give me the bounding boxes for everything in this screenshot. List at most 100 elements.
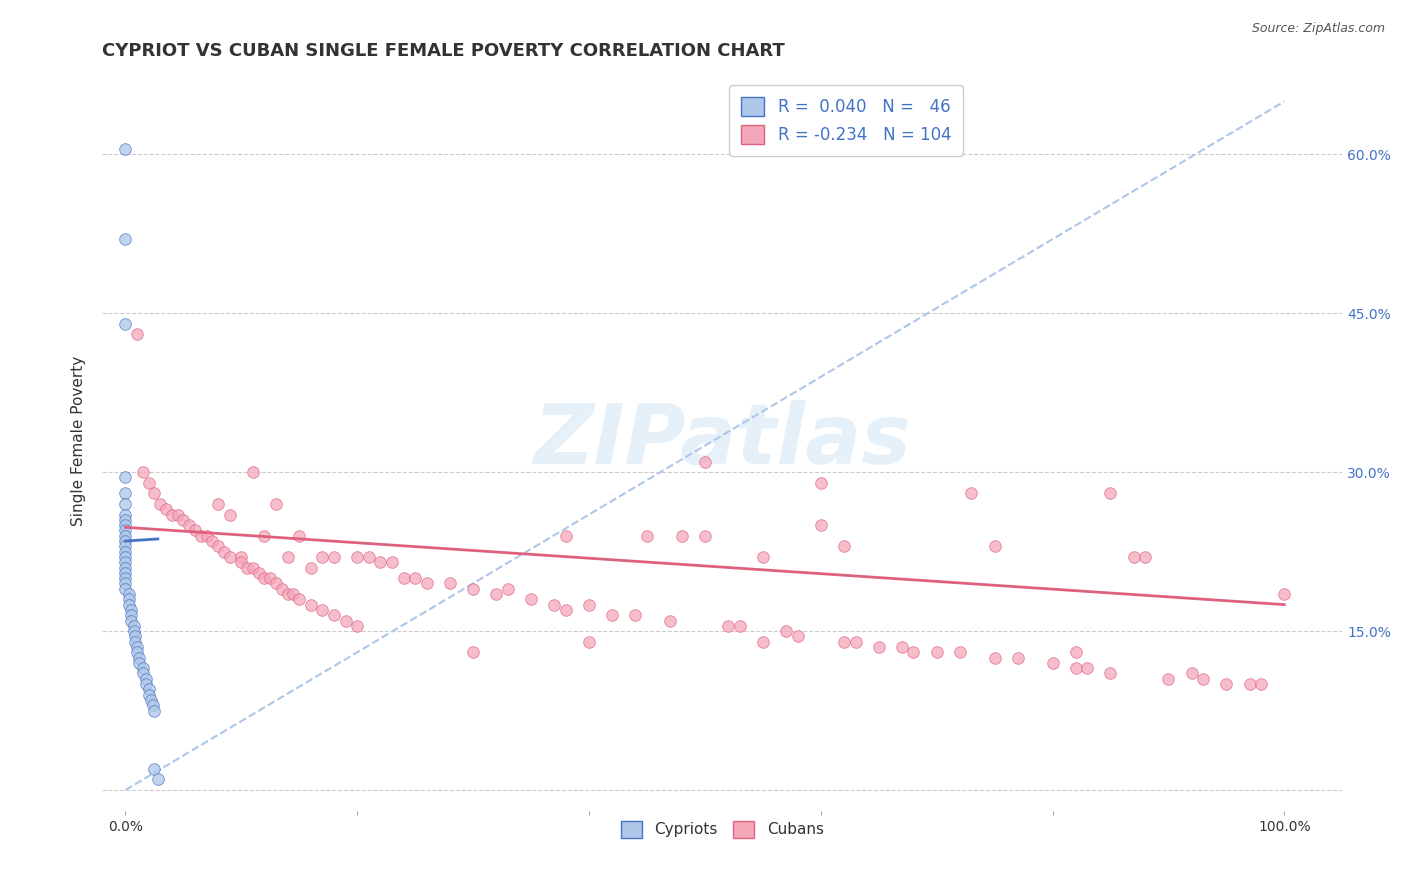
- Point: [184, 524, 207, 538]
- Point: [485, 587, 508, 601]
- Point: [242, 560, 264, 574]
- Point: [118, 592, 141, 607]
- Point: [125, 645, 148, 659]
- Legend: Cypriots, Cubans: Cypriots, Cubans: [614, 814, 830, 845]
- Point: [218, 508, 240, 522]
- Point: [132, 666, 155, 681]
- Point: [190, 529, 212, 543]
- Point: [461, 645, 484, 659]
- Point: [578, 598, 600, 612]
- Point: [554, 603, 576, 617]
- Point: [578, 634, 600, 648]
- Point: [172, 513, 194, 527]
- Point: [132, 661, 155, 675]
- Point: [114, 513, 136, 527]
- Point: [1076, 661, 1098, 675]
- Y-axis label: Single Female Poverty: Single Female Poverty: [72, 355, 86, 525]
- Point: [299, 598, 322, 612]
- Point: [138, 475, 160, 490]
- Point: [496, 582, 519, 596]
- Point: [166, 508, 188, 522]
- Point: [288, 529, 311, 543]
- Point: [752, 634, 775, 648]
- Point: [277, 587, 299, 601]
- Point: [903, 645, 925, 659]
- Point: [1192, 672, 1215, 686]
- Point: [201, 534, 224, 549]
- Point: [114, 555, 136, 569]
- Point: [212, 544, 235, 558]
- Point: [114, 549, 136, 564]
- Point: [810, 518, 832, 533]
- Point: [1099, 666, 1122, 681]
- Point: [693, 454, 716, 468]
- Point: [543, 598, 565, 612]
- Point: [1272, 587, 1295, 601]
- Point: [114, 582, 136, 596]
- Point: [323, 549, 346, 564]
- Point: [520, 592, 543, 607]
- Point: [259, 571, 281, 585]
- Point: [114, 524, 136, 538]
- Point: [461, 582, 484, 596]
- Point: [125, 327, 148, 342]
- Point: [299, 560, 322, 574]
- Point: [288, 592, 311, 607]
- Point: [114, 508, 136, 522]
- Point: [752, 549, 775, 564]
- Text: ZIPatlas: ZIPatlas: [533, 400, 911, 481]
- Point: [983, 539, 1005, 553]
- Point: [128, 656, 150, 670]
- Point: [949, 645, 972, 659]
- Point: [114, 534, 136, 549]
- Point: [890, 640, 912, 654]
- Point: [1042, 656, 1064, 670]
- Point: [311, 603, 333, 617]
- Point: [624, 608, 647, 623]
- Point: [135, 677, 157, 691]
- Point: [636, 529, 658, 543]
- Point: [114, 566, 136, 580]
- Point: [1099, 486, 1122, 500]
- Point: [370, 555, 392, 569]
- Point: [124, 629, 146, 643]
- Point: [118, 598, 141, 612]
- Point: [270, 582, 292, 596]
- Point: [122, 619, 145, 633]
- Point: [832, 539, 855, 553]
- Point: [671, 529, 693, 543]
- Point: [264, 576, 287, 591]
- Text: CYPRIOT VS CUBAN SINGLE FEMALE POVERTY CORRELATION CHART: CYPRIOT VS CUBAN SINGLE FEMALE POVERTY C…: [103, 42, 785, 60]
- Point: [146, 772, 169, 787]
- Point: [139, 693, 162, 707]
- Point: [335, 614, 357, 628]
- Point: [693, 529, 716, 543]
- Point: [1239, 677, 1261, 691]
- Point: [138, 688, 160, 702]
- Point: [114, 497, 136, 511]
- Point: [1122, 549, 1144, 564]
- Point: [143, 762, 166, 776]
- Point: [124, 634, 146, 648]
- Point: [114, 486, 136, 500]
- Point: [160, 508, 183, 522]
- Point: [195, 529, 218, 543]
- Point: [439, 576, 461, 591]
- Point: [120, 603, 142, 617]
- Point: [179, 518, 201, 533]
- Point: [142, 698, 165, 713]
- Point: [114, 576, 136, 591]
- Point: [381, 555, 404, 569]
- Point: [283, 587, 305, 601]
- Point: [1250, 677, 1272, 691]
- Point: [346, 549, 368, 564]
- Point: [143, 486, 166, 500]
- Point: [357, 549, 380, 564]
- Point: [960, 486, 983, 500]
- Point: [1181, 666, 1204, 681]
- Point: [122, 624, 145, 639]
- Point: [114, 571, 136, 585]
- Point: [728, 619, 751, 633]
- Point: [143, 704, 166, 718]
- Point: [138, 682, 160, 697]
